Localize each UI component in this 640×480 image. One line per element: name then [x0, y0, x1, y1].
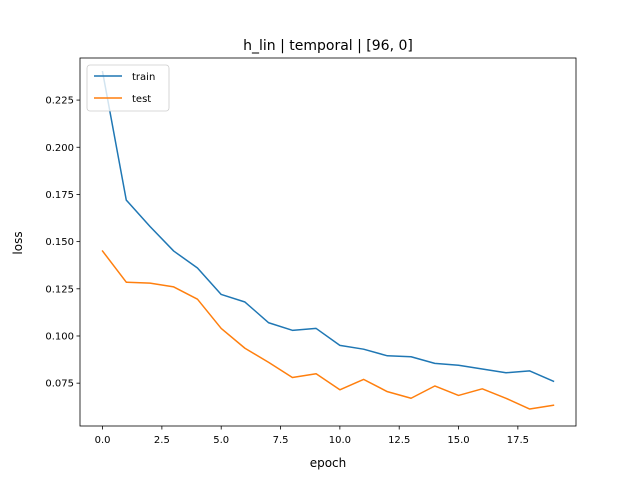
x-axis-label: epoch: [310, 456, 347, 470]
y-tick-label: 0.075: [45, 379, 74, 390]
y-tick-label: 0.225: [45, 96, 74, 107]
x-tick-label: 12.5: [388, 435, 410, 446]
legend-label-test: test: [132, 94, 151, 105]
y-axis-label: loss: [11, 231, 25, 254]
chart-title: h_lin | temporal | [96, 0]: [243, 38, 413, 54]
plot-lines: [101, 70, 555, 410]
x-tick-label: 10.0: [329, 435, 351, 446]
series-line-test: [101, 250, 555, 410]
y-tick-label: 0.125: [45, 284, 74, 295]
x-tick-label: 17.5: [507, 435, 529, 446]
x-tick-label: 7.5: [273, 435, 289, 446]
legend-box: [86, 64, 170, 112]
y-tick-label: 0.150: [45, 237, 74, 248]
y-tick-label: 0.175: [45, 190, 74, 201]
x-tick-label: 0.0: [95, 435, 111, 446]
y-axis-ticks: 0.075 0.100 0.125 0.150 0.175 0.200 0.225: [45, 96, 80, 390]
y-tick-label: 0.200: [45, 143, 74, 154]
series-line-train: [101, 70, 555, 383]
x-tick-label: 2.5: [154, 435, 170, 446]
x-axis-ticks: 0.0 2.5 5.0 7.5 10.0 12.5 15.0 17.5: [95, 426, 529, 446]
x-tick-label: 5.0: [213, 435, 229, 446]
legend-label-train: train: [132, 72, 155, 83]
legend: train test: [86, 64, 170, 112]
x-tick-label: 15.0: [447, 435, 469, 446]
y-tick-label: 0.100: [45, 331, 74, 342]
